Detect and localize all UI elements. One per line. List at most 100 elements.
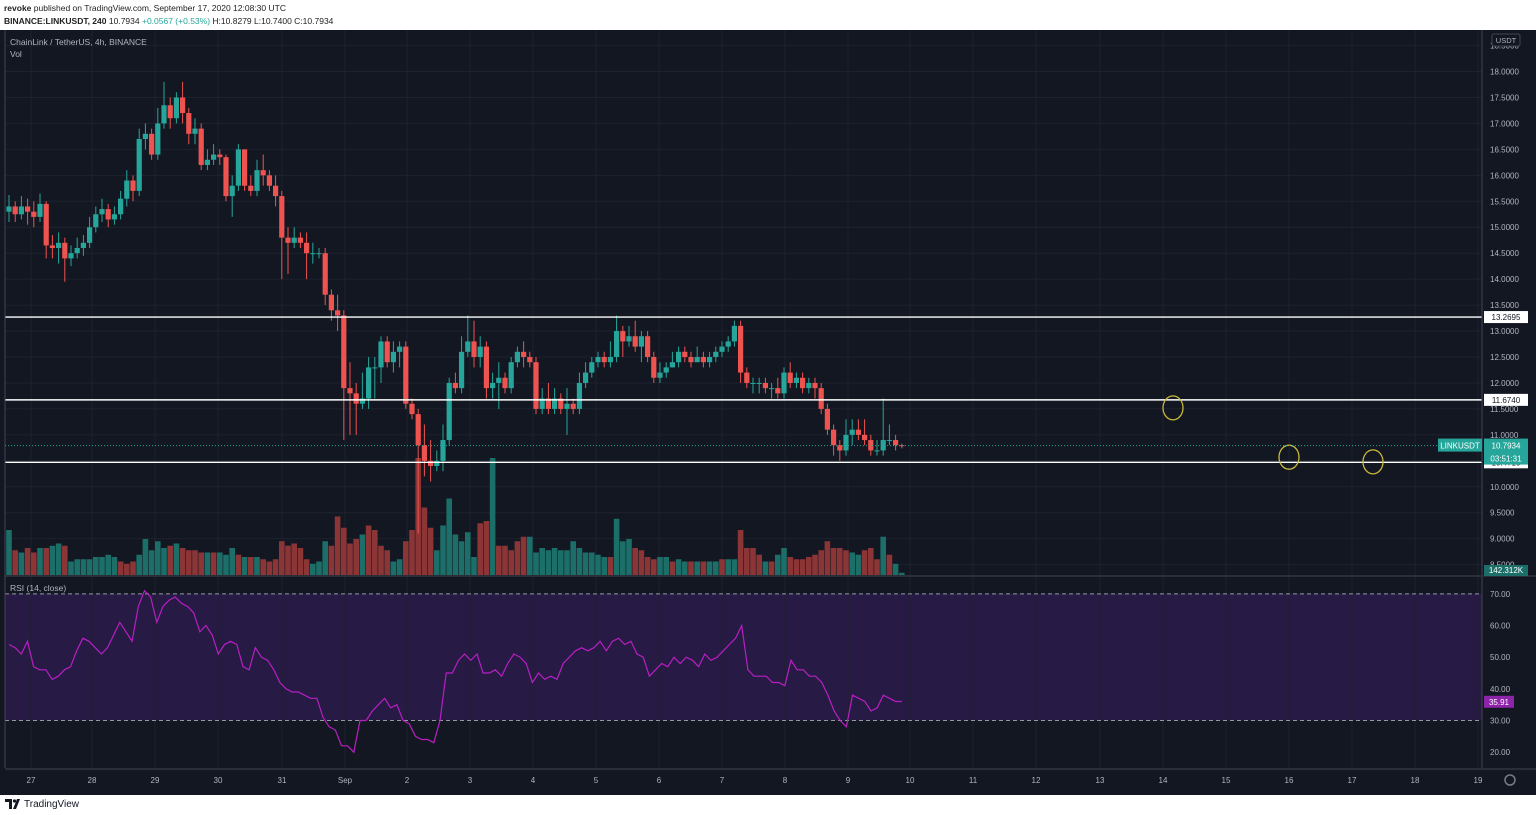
candle-body [490,382,496,389]
time-tick-label: 13 [1096,776,1105,785]
candle-body [576,382,582,409]
candle-body [204,159,210,165]
candle-body [880,440,886,451]
candle-body [849,429,855,435]
candle-body [632,336,638,347]
candle-body [74,248,80,254]
candle-body [118,198,124,215]
volume-bar [706,561,713,575]
candle-body [614,331,620,357]
candle-body [37,203,43,217]
time-tick-label: 11 [969,776,978,785]
rsi-last-tag-label: 35.91 [1489,698,1510,707]
candle-body [155,123,161,155]
volume-bar [384,550,390,575]
tradingview-brand[interactable]: TradingView [24,799,80,810]
volume-bar [328,545,335,575]
candle-body [719,346,725,352]
time-tick-label: 5 [594,776,599,785]
volume-bar [458,541,465,575]
candle-body [477,346,483,357]
volume-bar [155,541,161,575]
volume-bar [762,561,769,575]
time-tick-label: 12 [1032,776,1041,785]
candle-body [775,388,781,394]
candle-body [353,393,359,404]
candle-body [93,214,99,228]
volume-bar [725,559,731,575]
volume-bar [886,554,893,575]
volume-bar [186,550,192,575]
volume-bar [421,507,428,575]
candle-body [180,97,186,114]
candle-body [322,253,328,295]
time-tick-label: 29 [151,776,160,785]
candle-body [731,325,737,342]
volume-bar [471,557,477,575]
candle-body [434,460,440,466]
rsi-last-tag-bg [1484,695,1514,708]
price-tick-label: 14.5000 [1490,249,1519,258]
volume-bar [651,559,657,575]
volume-bar [204,552,211,575]
volume-bar [570,541,576,575]
last-price-tag-bg [1484,438,1528,465]
candle-body [645,336,651,357]
volume-bar [787,557,793,575]
volume-bar [310,563,316,575]
candle-body [452,382,458,389]
rsi-tick-label: 50.00 [1490,653,1511,662]
volume-bar [899,572,905,575]
volume-bar [514,541,521,575]
volume-bar [489,458,496,575]
candle-body [273,185,279,197]
volume-bar [93,557,99,575]
candle-body [372,367,378,369]
time-tick-label: 7 [720,776,725,785]
time-tick-label: 27 [27,776,36,785]
candle-body [248,185,254,191]
volume-bar [837,548,843,575]
candle-body [279,196,285,238]
volume-bar [508,550,514,575]
volume-bar [390,561,397,575]
volume-bar [483,521,490,575]
candle-body [316,253,322,255]
volume-bar [682,561,688,575]
publisher-name[interactable]: revoke [4,3,32,13]
candle-body [87,227,93,243]
volume-bar [68,561,74,575]
volume-bar [607,557,614,575]
level-tag-label: 11.6740 [1492,396,1521,405]
rsi-tick-label: 70.00 [1490,590,1511,599]
volume-bar [613,518,620,575]
volume-bar [582,552,589,575]
volume-bar [130,561,136,575]
candle-body [62,242,68,259]
time-tick-label: 2 [405,776,410,785]
candle-body [428,460,434,466]
price-tick-label: 9.5000 [1490,509,1515,518]
volume-bar [372,530,378,575]
candle-body [80,242,86,248]
volume-bar [768,561,775,575]
candle-body [310,253,316,255]
publisher-line: revoke published on TradingView.com, Sep… [4,3,286,13]
candle-body [229,185,235,197]
candle-body [31,211,37,217]
volume-bar [781,548,787,575]
volume-bar [229,548,235,575]
volume-bar [365,525,372,575]
volume-bar [533,552,539,575]
candle-body [893,440,899,446]
candle-body [384,341,390,363]
candle-body [211,154,217,160]
price-tick-label: 9.0000 [1490,535,1515,544]
volume-bar [173,543,180,575]
candle-body [744,372,750,383]
candle-body [545,398,551,409]
candle-body [198,128,204,165]
volume-bar [595,554,601,575]
